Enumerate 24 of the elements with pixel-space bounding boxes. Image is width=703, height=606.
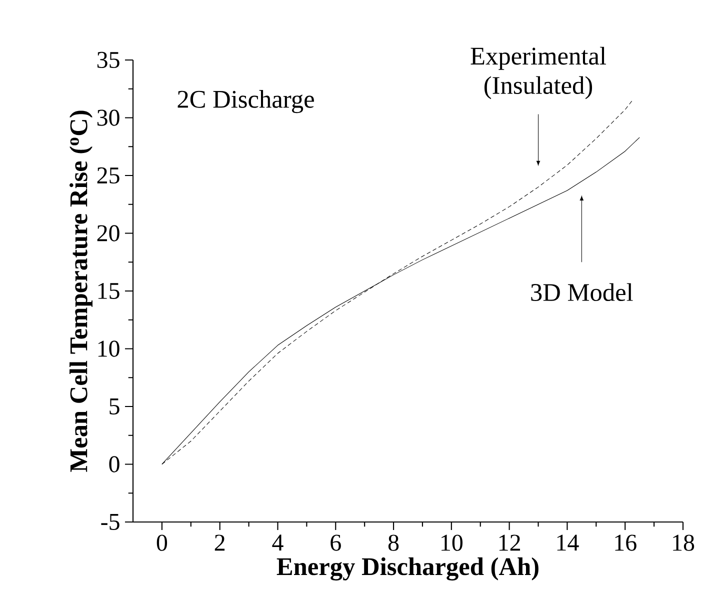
y-axis-title: Mean Cell Temperature Rise ($^{o}$C): [70, 110, 92, 472]
y-tick-label: 0: [109, 456, 120, 472]
x-tick-label: 18: [673, 534, 694, 551]
y-tick-label: 25: [97, 167, 120, 184]
x-tick-label: 14: [557, 534, 579, 551]
x-tick-label: 2: [214, 534, 225, 551]
x-tick-label: 8: [388, 534, 399, 551]
x-tick-label: 12: [499, 534, 520, 551]
y-tick-label: 15: [98, 282, 120, 300]
x-tick-label: 10: [442, 534, 463, 551]
y-tick-label: 10: [98, 340, 120, 357]
x-axis-title: Energy Discharged (Ah): [276, 557, 538, 581]
x-tick-label: 0: [156, 534, 168, 551]
y-tick-label: 5: [110, 398, 120, 414]
text: 3D Model: [531, 283, 633, 302]
annotation: 2C Discharge: [178, 90, 314, 114]
x-tick-label: 4: [272, 534, 284, 550]
series-label: Experimental (Insulated): [470, 46, 606, 100]
y-tick-label: -5: [101, 514, 120, 530]
x-tick-label: 16: [615, 534, 636, 551]
y-tick-label: 30: [97, 110, 120, 126]
y-tick-label: 35: [97, 52, 120, 68]
x-tick-label: 6: [330, 534, 341, 551]
y-tick-label: 20: [97, 225, 120, 242]
